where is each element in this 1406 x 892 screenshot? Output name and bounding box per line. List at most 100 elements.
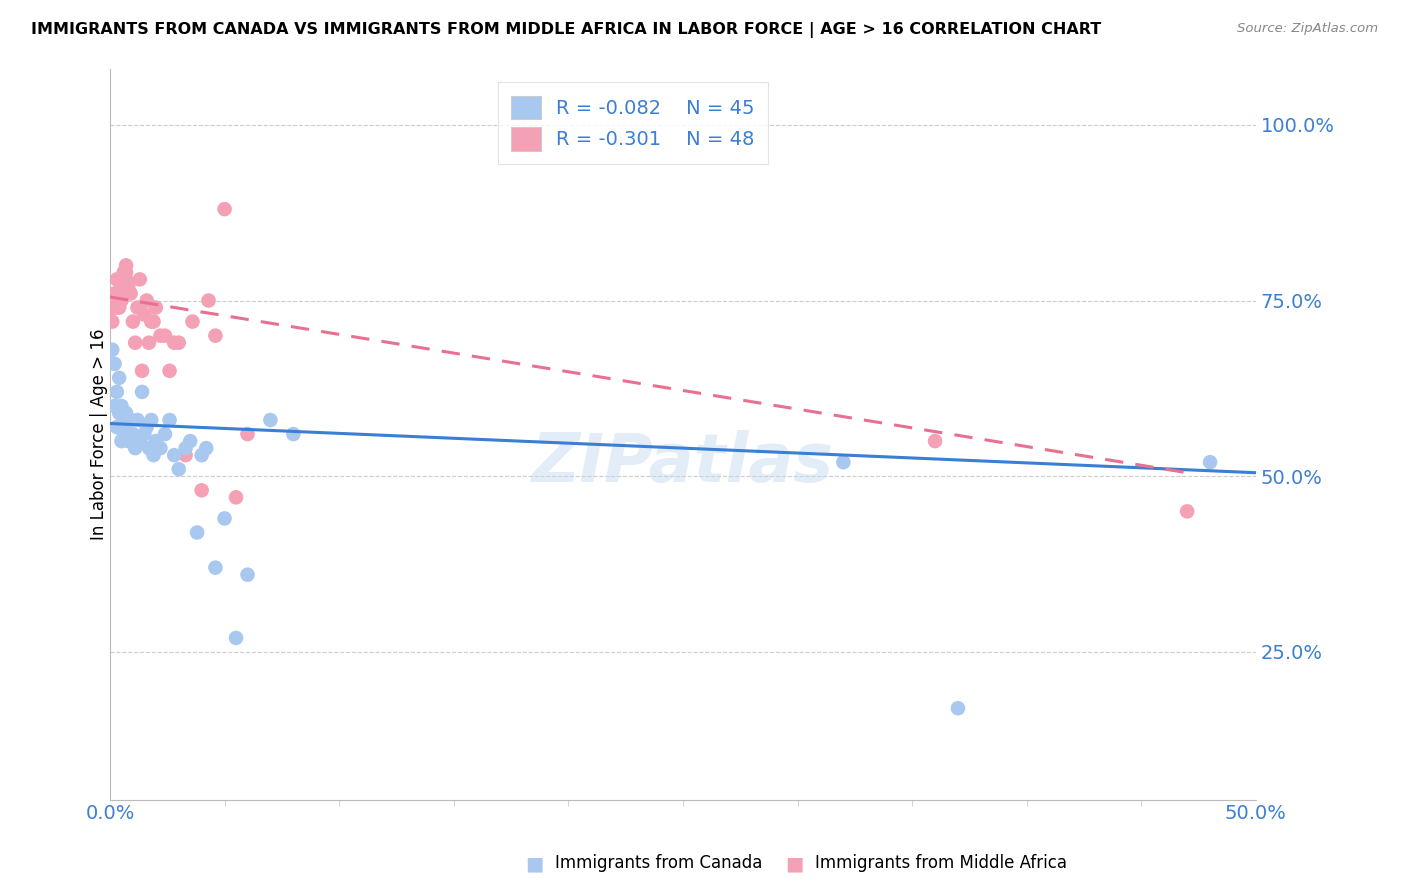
Point xyxy=(112,427,135,442)
Point xyxy=(108,293,131,308)
Point xyxy=(163,335,186,350)
Point xyxy=(101,315,124,329)
Point xyxy=(204,560,226,574)
Point xyxy=(138,441,160,455)
Point xyxy=(110,434,132,449)
Point xyxy=(163,448,186,462)
Point xyxy=(181,315,204,329)
Point xyxy=(105,272,128,286)
Point xyxy=(259,413,281,427)
Point xyxy=(142,448,165,462)
Point xyxy=(142,315,165,329)
Point xyxy=(108,371,131,385)
Y-axis label: In Labor Force | Age > 16: In Labor Force | Age > 16 xyxy=(90,328,108,540)
Point xyxy=(153,427,176,442)
Point xyxy=(124,335,146,350)
Text: Immigrants from Middle Africa: Immigrants from Middle Africa xyxy=(815,855,1067,872)
Point xyxy=(115,406,138,420)
Point xyxy=(112,265,135,279)
Point xyxy=(135,420,157,434)
Point xyxy=(103,399,125,413)
Point xyxy=(145,434,167,449)
Point xyxy=(122,427,145,442)
Point xyxy=(832,455,855,469)
Point xyxy=(103,293,125,308)
Point xyxy=(108,301,131,315)
Point xyxy=(108,286,131,301)
Point xyxy=(112,272,135,286)
Point xyxy=(946,701,969,715)
Point xyxy=(115,272,138,286)
Point xyxy=(105,286,128,301)
Text: ■: ■ xyxy=(785,854,804,873)
Point xyxy=(214,202,236,216)
Point xyxy=(159,364,181,378)
Point xyxy=(174,441,197,455)
Point xyxy=(179,434,201,449)
Point xyxy=(101,343,124,357)
Point xyxy=(105,420,128,434)
Point xyxy=(149,328,172,343)
Point xyxy=(190,448,212,462)
Point xyxy=(124,441,146,455)
Point xyxy=(159,413,181,427)
Point xyxy=(127,301,149,315)
Point xyxy=(115,258,138,272)
Point xyxy=(186,525,208,540)
Point xyxy=(110,399,132,413)
Point xyxy=(110,279,132,293)
Point xyxy=(149,441,172,455)
Point xyxy=(122,315,145,329)
Point xyxy=(141,413,163,427)
Point xyxy=(197,293,219,308)
Text: ■: ■ xyxy=(524,854,544,873)
Point xyxy=(204,328,226,343)
Point xyxy=(145,301,167,315)
Point xyxy=(108,406,131,420)
Point xyxy=(105,384,128,399)
Point xyxy=(190,483,212,498)
Point xyxy=(174,448,197,462)
Point xyxy=(120,286,142,301)
Point xyxy=(110,293,132,308)
Point xyxy=(924,434,946,449)
Point xyxy=(103,301,125,315)
Point xyxy=(141,315,163,329)
Point xyxy=(225,631,247,645)
Point xyxy=(195,441,218,455)
Point xyxy=(120,413,142,427)
Point xyxy=(1175,504,1198,518)
Point xyxy=(105,301,128,315)
Text: Immigrants from Canada: Immigrants from Canada xyxy=(555,855,762,872)
Point xyxy=(128,434,150,449)
Point xyxy=(236,567,259,582)
Point xyxy=(101,301,124,315)
Point xyxy=(117,279,139,293)
Point xyxy=(115,265,138,279)
Point xyxy=(134,308,156,322)
Point xyxy=(167,335,190,350)
Point xyxy=(214,511,236,525)
Point xyxy=(135,293,157,308)
Legend: R = -0.082    N = 45, R = -0.301    N = 48: R = -0.082 N = 45, R = -0.301 N = 48 xyxy=(498,82,768,164)
Point xyxy=(167,462,190,476)
Text: IMMIGRANTS FROM CANADA VS IMMIGRANTS FROM MIDDLE AFRICA IN LABOR FORCE | AGE > 1: IMMIGRANTS FROM CANADA VS IMMIGRANTS FRO… xyxy=(31,22,1101,38)
Point xyxy=(131,364,153,378)
Point xyxy=(110,286,132,301)
Point xyxy=(138,335,160,350)
Point xyxy=(225,491,247,505)
Point xyxy=(112,413,135,427)
Point xyxy=(1199,455,1222,469)
Point xyxy=(236,427,259,442)
Point xyxy=(115,420,138,434)
Point xyxy=(103,357,125,371)
Point xyxy=(103,286,125,301)
Point xyxy=(105,293,128,308)
Point xyxy=(117,434,139,449)
Point xyxy=(153,328,176,343)
Point xyxy=(131,384,153,399)
Point xyxy=(127,413,149,427)
Text: Source: ZipAtlas.com: Source: ZipAtlas.com xyxy=(1237,22,1378,36)
Point xyxy=(283,427,305,442)
Text: ZIPatlas: ZIPatlas xyxy=(531,430,834,496)
